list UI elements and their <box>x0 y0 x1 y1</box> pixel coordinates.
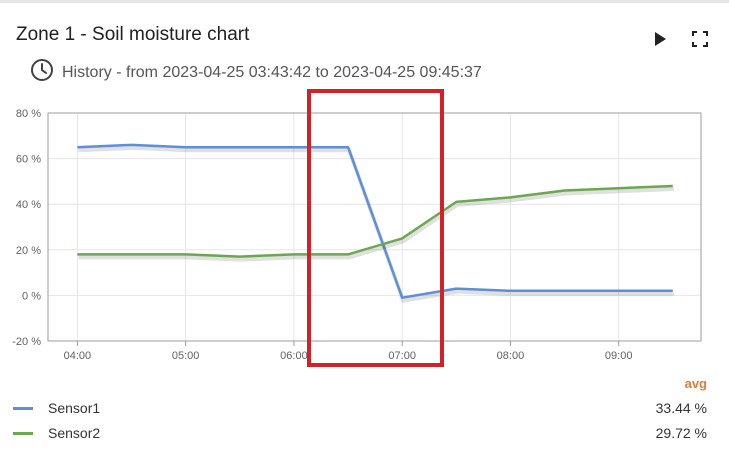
x-tick-label: 09:00 <box>605 350 633 362</box>
fullscreen-icon[interactable] <box>691 30 709 48</box>
highlight-box <box>307 89 444 367</box>
series-shadow-sensor2 <box>78 187 674 262</box>
history-range: History - from 2023-04-25 03:43:42 to 20… <box>30 58 482 87</box>
y-tick-label: 80 % <box>16 108 41 120</box>
top-divider <box>0 0 729 3</box>
legend-avg-sensor1: 33.44 % <box>655 400 707 416</box>
legend-label-sensor2: Sensor2 <box>48 425 101 441</box>
widget-actions <box>651 30 709 48</box>
series-line-sensor1 <box>77 143 673 299</box>
y-tick-label: 40 % <box>16 199 41 211</box>
x-tick-label: 06:00 <box>280 350 308 362</box>
y-tick-label: -20 % <box>12 336 41 348</box>
x-tick-label: 08:00 <box>497 350 525 362</box>
legend-item-sensor2[interactable]: Sensor2 29.72 % <box>0 421 729 445</box>
y-tick-label: 60 % <box>16 154 41 166</box>
play-icon[interactable] <box>651 30 669 48</box>
y-tick-label: 20 % <box>16 245 41 257</box>
x-tick-label: 05:00 <box>172 350 200 362</box>
legend-avg-header: avg <box>684 376 707 391</box>
x-tick-label: 07:00 <box>388 350 416 362</box>
x-tick-label: 04:00 <box>64 350 92 362</box>
series-line-sensor2 <box>77 184 673 258</box>
plot-frame <box>47 112 702 342</box>
clock-icon <box>30 58 54 87</box>
legend-item-sensor1[interactable]: Sensor1 33.44 % <box>0 396 729 420</box>
soil-moisture-chart[interactable]: 80 % 60 % 40 % 20 % 0 % -20 % 04:00 05:00 06:00 0… <box>0 100 729 370</box>
widget-title: Zone 1 - Soil moisture chart <box>16 24 250 45</box>
y-tick-label: 0 % <box>22 290 41 302</box>
legend-swatch-sensor1 <box>13 406 33 410</box>
history-range-text: History - from 2023-04-25 03:43:42 to 20… <box>62 63 482 81</box>
legend-swatch-sensor2 <box>13 431 33 435</box>
legend-label-sensor1: Sensor1 <box>48 400 101 416</box>
legend-avg-sensor2: 29.72 % <box>655 425 707 441</box>
